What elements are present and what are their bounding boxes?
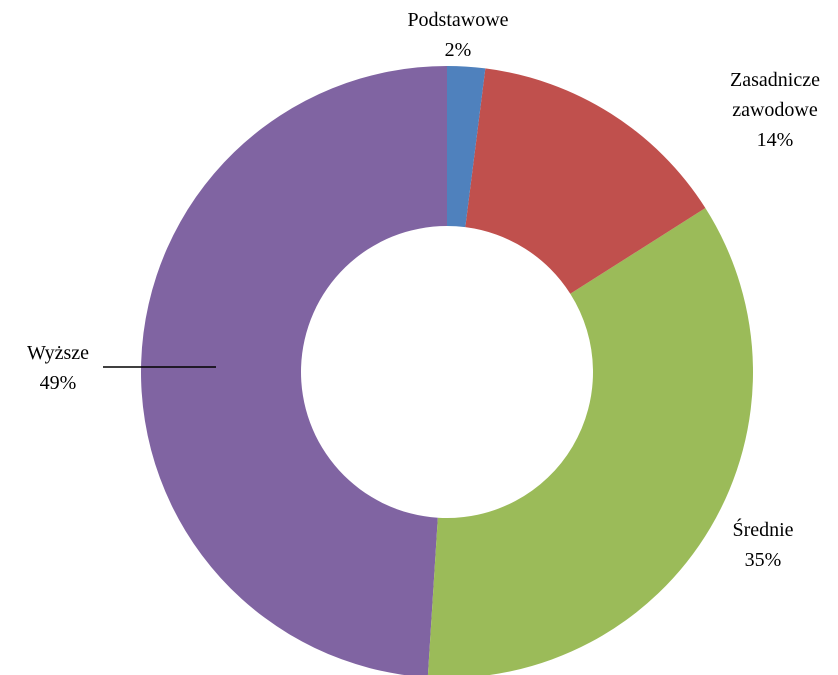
- category-label: Średnie: [732, 519, 794, 541]
- donut-slice: [447, 66, 486, 228]
- slice-label: Zasadnicze zawodowe 14%: [710, 65, 838, 155]
- category-label: Podstawowe: [407, 9, 509, 31]
- slice-label: Podstawowe 2%: [393, 5, 523, 65]
- value-label: 2%: [444, 39, 472, 61]
- value-label: 35%: [744, 549, 782, 571]
- category-label: Zasadnicze zawodowe: [730, 69, 820, 121]
- slice-label: Wyższe 49%: [0, 338, 123, 398]
- value-label: 49%: [39, 372, 77, 394]
- donut-slice: [427, 208, 753, 675]
- slice-label: Średnie 35%: [698, 515, 828, 575]
- donut-slice: [141, 66, 447, 675]
- category-label: Wyższe: [26, 342, 90, 364]
- donut-slice: [465, 68, 706, 294]
- value-label: 14%: [756, 129, 794, 151]
